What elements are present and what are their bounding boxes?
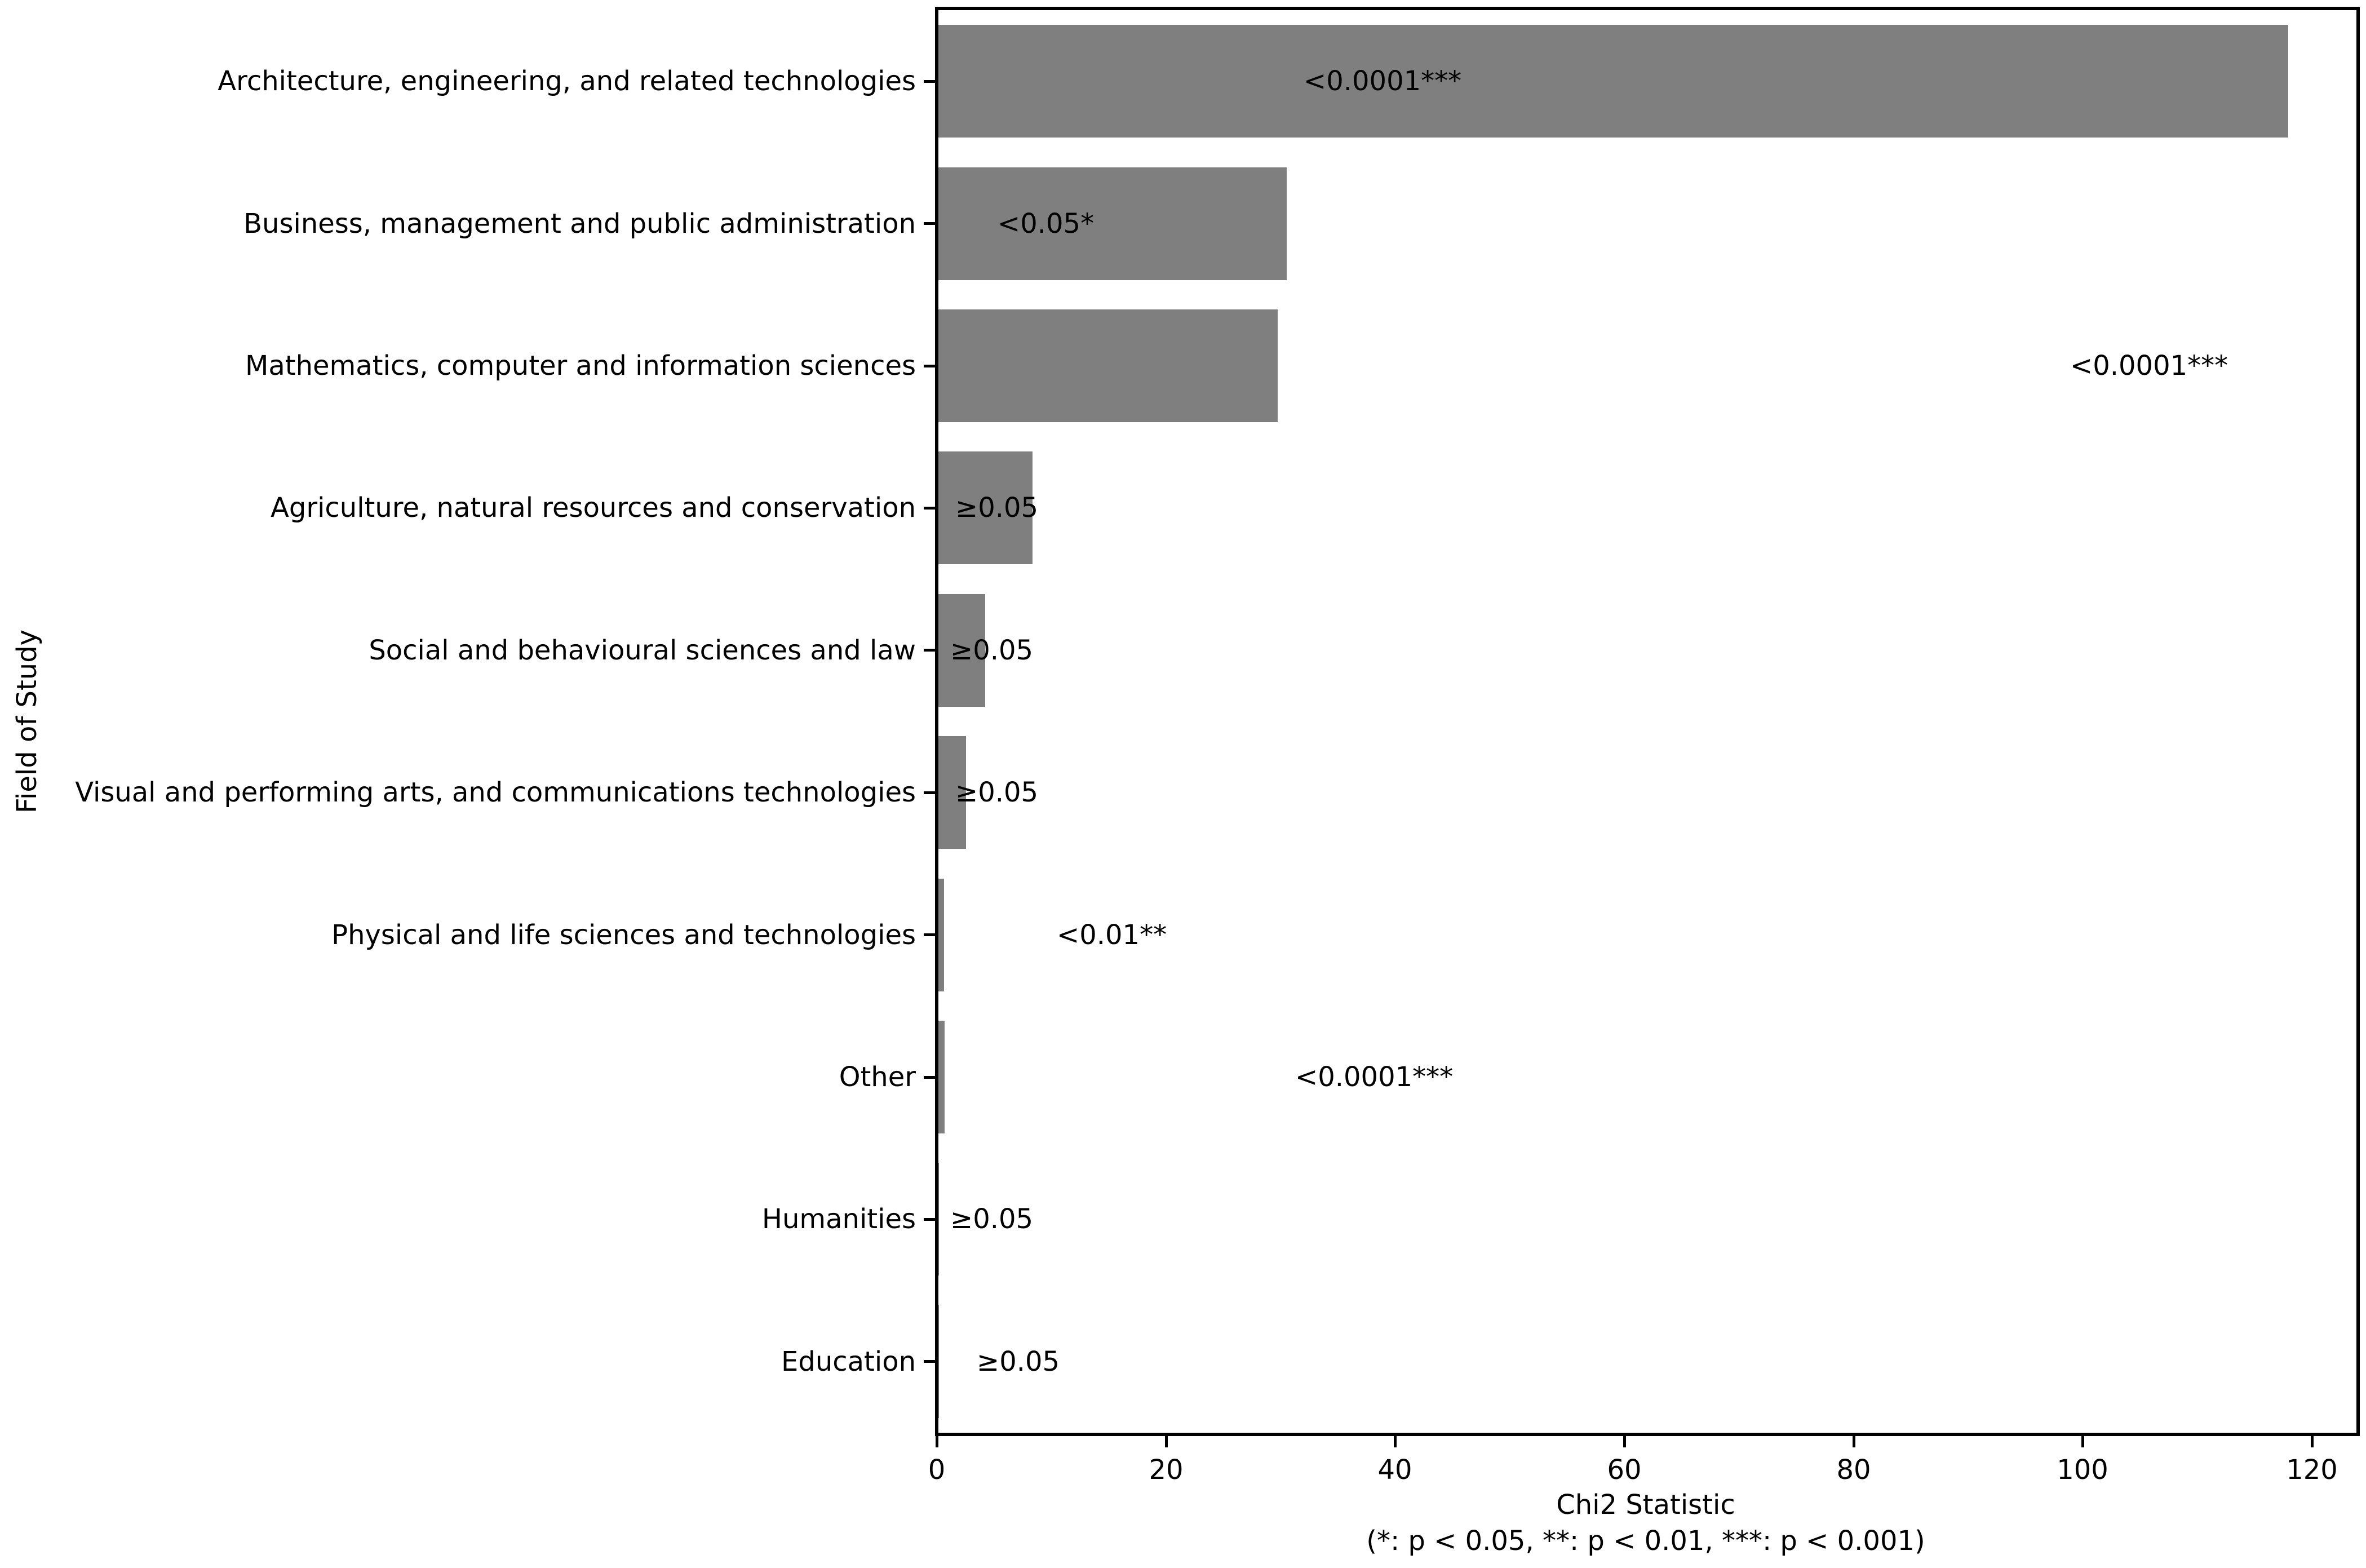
y-tick-label: Social and behavioural sciences and law <box>369 635 916 666</box>
x-tick-mark <box>1853 1436 1855 1447</box>
chart-bar <box>938 879 944 991</box>
x-tick-mark <box>936 1436 938 1447</box>
x-tick-label: 60 <box>1607 1454 1642 1486</box>
x-tick-label: 100 <box>2057 1454 2108 1486</box>
y-tick-label: Mathematics, computer and information sc… <box>245 350 916 382</box>
y-tick-mark <box>924 80 935 83</box>
x-tick-mark <box>1165 1436 1168 1447</box>
p-value-label: ≥0.05 <box>977 1346 1060 1377</box>
chart-bar <box>938 309 1278 422</box>
y-tick-label: Architecture, engineering, and related t… <box>218 65 916 97</box>
x-axis-title: Chi2 Statistic <box>1556 1489 1735 1521</box>
y-tick-mark <box>924 365 935 367</box>
y-tick-label: Agriculture, natural resources and conse… <box>271 492 916 524</box>
chart-bar <box>938 1305 939 1418</box>
y-tick-mark <box>924 1360 935 1363</box>
x-tick-label: 120 <box>2286 1454 2338 1486</box>
y-tick-label: Visual and performing arts, and communic… <box>75 777 916 808</box>
chart-bar <box>938 1163 939 1275</box>
p-value-label: ≥0.05 <box>955 777 1039 808</box>
y-tick-label: Education <box>781 1346 916 1377</box>
y-tick-mark <box>924 1076 935 1079</box>
chart-bar <box>938 451 1033 564</box>
chart-bar <box>938 594 985 707</box>
x-tick-mark <box>1394 1436 1397 1447</box>
x-tick-mark <box>2081 1436 2084 1447</box>
y-tick-mark <box>924 649 935 652</box>
x-tick-mark <box>1623 1436 1626 1447</box>
chart-bar <box>938 167 1287 280</box>
y-tick-mark <box>924 1218 935 1221</box>
y-tick-mark <box>924 791 935 794</box>
y-tick-mark <box>924 507 935 510</box>
y-tick-mark <box>924 222 935 225</box>
x-tick-label: 80 <box>1836 1454 1871 1486</box>
x-tick-label: 40 <box>1377 1454 1412 1486</box>
significance-note: (*: p < 0.05, **: p < 0.01, ***: p < 0.0… <box>1366 1525 1925 1557</box>
x-tick-label: 20 <box>1149 1454 1184 1486</box>
y-tick-mark <box>924 933 935 936</box>
chart-bar <box>938 1021 945 1133</box>
chart-bar <box>938 736 966 849</box>
p-value-label: ≥0.05 <box>955 492 1039 524</box>
p-value-label: <0.01** <box>1057 919 1167 951</box>
p-value-label: ≥0.05 <box>950 635 1034 666</box>
chart-bar <box>938 25 2288 138</box>
x-tick-label: 0 <box>928 1454 946 1486</box>
y-tick-label: Business, management and public administ… <box>243 208 916 240</box>
x-tick-mark <box>2311 1436 2314 1447</box>
p-value-label: <0.0001*** <box>1295 1061 1454 1093</box>
y-tick-label: Other <box>839 1061 916 1093</box>
y-tick-label: Physical and life sciences and technolog… <box>331 919 916 951</box>
plot-area <box>935 7 2360 1436</box>
p-value-label: ≥0.05 <box>950 1203 1034 1235</box>
y-tick-label: Humanities <box>761 1203 916 1235</box>
p-value-label: <0.05* <box>998 208 1095 240</box>
p-value-label: <0.0001*** <box>2070 350 2228 382</box>
p-value-label: <0.0001*** <box>1304 65 1462 97</box>
